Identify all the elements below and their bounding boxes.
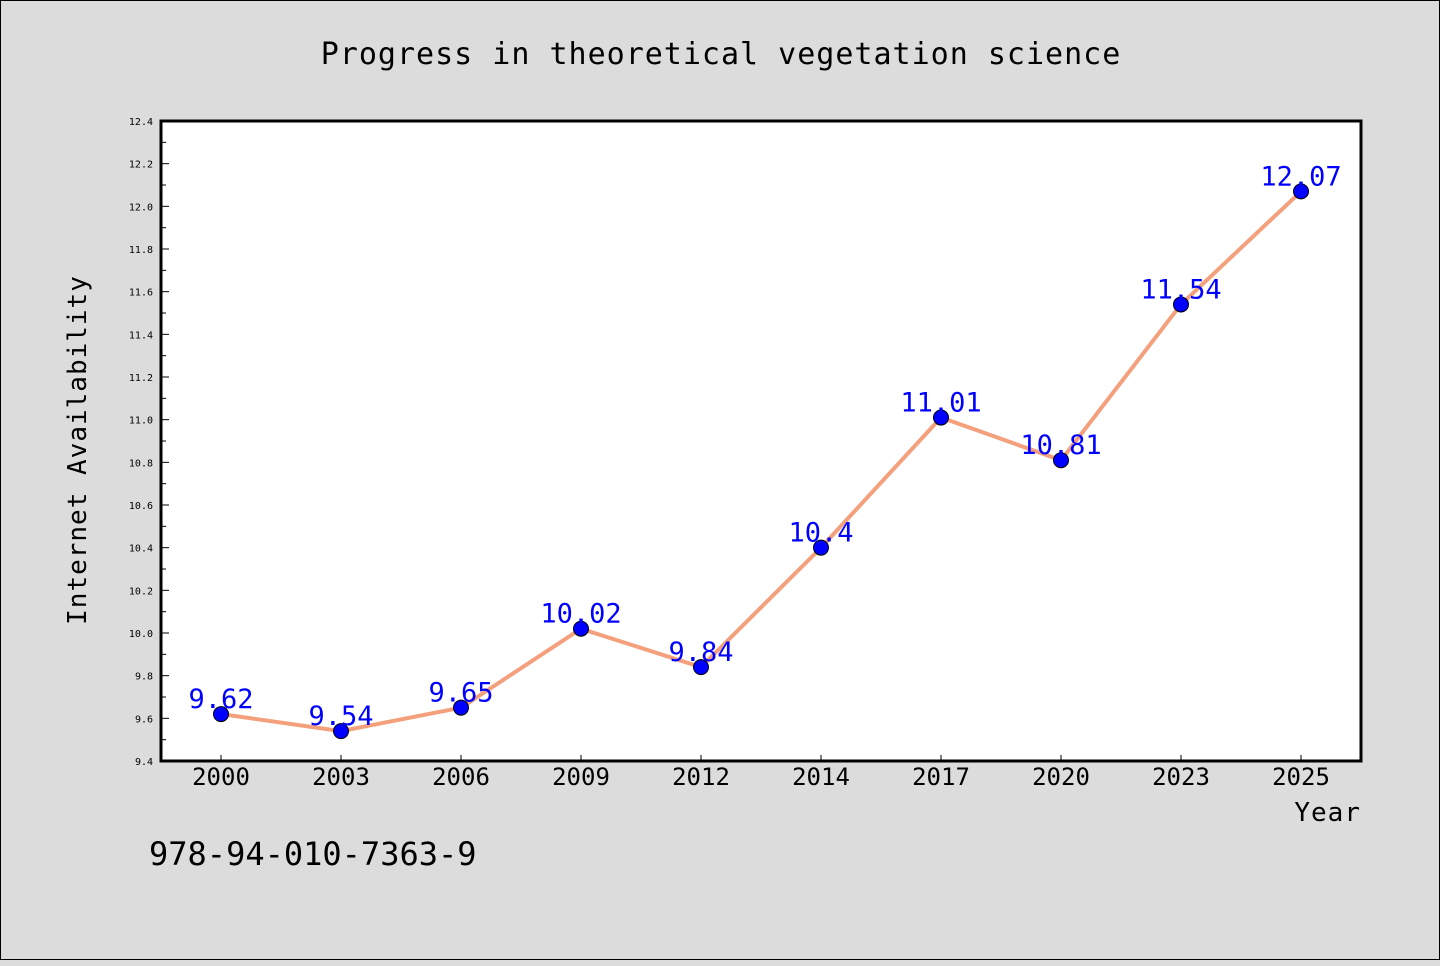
y-tick-label: 12.2 bbox=[129, 160, 153, 171]
data-label: 10.02 bbox=[540, 599, 621, 630]
data-point bbox=[813, 539, 829, 556]
data-point bbox=[1293, 183, 1309, 200]
y-tick-label: 9.6 bbox=[135, 714, 153, 725]
y-tick-label: 10.4 bbox=[129, 544, 153, 555]
x-tick-label: 2000 bbox=[192, 763, 250, 791]
data-point bbox=[933, 409, 949, 426]
y-tick-label: 10.8 bbox=[129, 458, 153, 469]
data-point bbox=[1173, 296, 1189, 313]
chart-title: Progress in theoretical vegetation scien… bbox=[321, 37, 1122, 72]
x-tick-label: 2006 bbox=[432, 763, 490, 791]
y-tick-label: 10.0 bbox=[129, 629, 153, 640]
y-axis-label: Internet Availability bbox=[63, 275, 93, 625]
x-tick-label: 2003 bbox=[312, 763, 370, 791]
data-label: 10.4 bbox=[788, 518, 853, 549]
y-tick-label: 12.0 bbox=[129, 202, 153, 213]
data-point bbox=[1053, 452, 1069, 469]
x-tick-label: 2014 bbox=[792, 763, 850, 791]
data-label: 9.84 bbox=[668, 637, 733, 668]
y-tick-label: 12.4 bbox=[129, 117, 153, 128]
data-point bbox=[333, 723, 349, 740]
x-tick-label: 2020 bbox=[1032, 763, 1090, 791]
y-tick-label: 9.8 bbox=[135, 672, 153, 683]
y-tick-label: 10.2 bbox=[129, 586, 153, 597]
x-tick-label: 2009 bbox=[552, 763, 610, 791]
data-label: 10.81 bbox=[1020, 430, 1101, 461]
y-tick-label: 11.6 bbox=[129, 288, 153, 299]
data-label: 9.65 bbox=[428, 678, 493, 709]
x-tick-label: 2017 bbox=[912, 763, 970, 791]
y-tick-label: 10.6 bbox=[129, 501, 153, 512]
x-tick-label: 2025 bbox=[1272, 763, 1330, 791]
data-point bbox=[573, 620, 589, 637]
y-axis: 9.4 9.6 9.8 10.0 10.2 10.4 10.6 10.8 11.0 11.2 11.… bbox=[129, 117, 169, 768]
data-point bbox=[693, 659, 709, 676]
y-tick-label: 11.4 bbox=[129, 330, 153, 341]
x-axis: 2000 2003 2006 2009 2012 2014 2017 2020 2023 2025 bbox=[192, 755, 1330, 791]
y-tick-label: 9.4 bbox=[135, 757, 153, 768]
isbn-text: 978-94-010-7363-9 bbox=[149, 835, 477, 873]
data-point bbox=[453, 699, 469, 716]
data-label: 11.54 bbox=[1140, 274, 1221, 305]
series-line bbox=[220, 189, 1303, 734]
x-tick-label: 2023 bbox=[1152, 763, 1210, 791]
data-label: 9.62 bbox=[188, 684, 253, 715]
data-point bbox=[213, 706, 229, 723]
data-label: 11.01 bbox=[900, 388, 981, 419]
data-series bbox=[213, 183, 1309, 740]
y-tick-label: 11.2 bbox=[129, 373, 153, 384]
data-label: 9.54 bbox=[308, 701, 373, 732]
data-labels: 9.62 9.54 9.65 10.02 9.84 10.4 11.01 10.81 11.54… bbox=[188, 161, 1341, 732]
x-tick-label: 2012 bbox=[672, 763, 730, 791]
y-tick-label: 11.8 bbox=[129, 245, 153, 256]
x-axis-label: Year bbox=[1294, 798, 1361, 828]
data-label: 12.07 bbox=[1260, 161, 1341, 192]
y-tick-label: 11.0 bbox=[129, 416, 153, 427]
plot-area bbox=[159, 119, 1363, 763]
